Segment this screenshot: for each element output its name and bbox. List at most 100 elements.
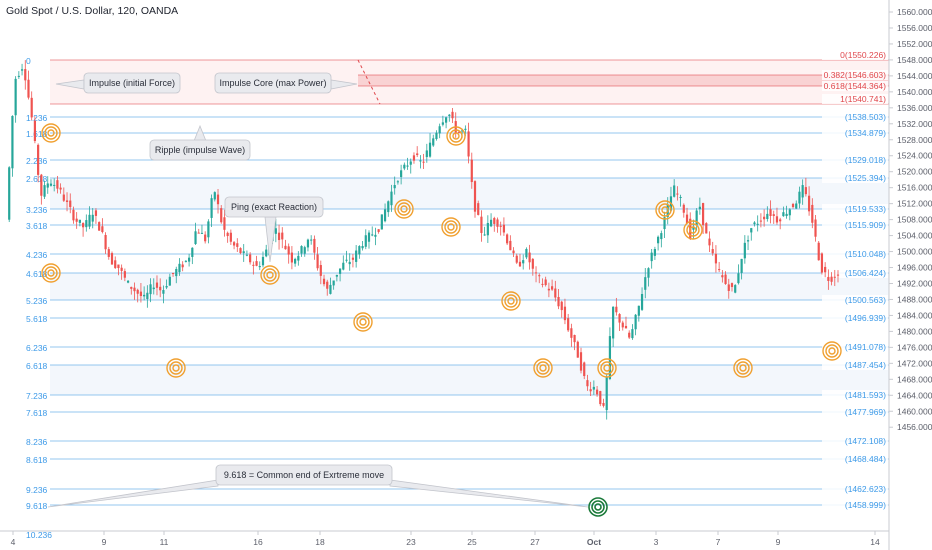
candle-body [181, 264, 184, 268]
candle-body [698, 206, 701, 210]
candle-body [313, 238, 316, 253]
candle-body [708, 238, 711, 246]
ripple-callout-box [149, 139, 251, 161]
candle-body [470, 159, 473, 183]
ping-ring [397, 202, 411, 216]
ping-ring [172, 364, 180, 372]
extreme-ring [591, 500, 605, 514]
candle-body [53, 184, 56, 186]
candle-body [322, 278, 326, 285]
candle-body [377, 229, 380, 232]
candle-body [502, 224, 506, 233]
ping-callout-text: Ping (exact Reaction) [231, 202, 317, 212]
candle-body [345, 259, 348, 261]
candle-body [72, 209, 75, 221]
candle-body [608, 336, 612, 379]
candle-body [33, 120, 37, 142]
candle-body [419, 160, 422, 162]
candle-body [171, 273, 175, 275]
candle-body [207, 221, 210, 238]
candle-body [277, 232, 281, 241]
candle-body [364, 235, 367, 247]
ping-ring [47, 269, 55, 277]
candle-body [210, 198, 213, 218]
candle-body [30, 97, 33, 118]
candle-body [294, 258, 297, 264]
candle-body [618, 314, 621, 323]
candle-body [804, 187, 807, 195]
candle-body [403, 164, 406, 169]
candle-body [576, 341, 579, 358]
candle-body [730, 283, 734, 287]
candle-body [499, 225, 502, 227]
candle-body [746, 240, 750, 242]
candle-body [801, 185, 804, 198]
candle-body [721, 275, 724, 278]
candle-body [534, 272, 538, 274]
candle-body [43, 185, 46, 197]
ping-ring [41, 263, 61, 283]
fib-label-bg [822, 249, 888, 259]
candle-body [409, 161, 412, 165]
fib-level-right-label: (1538.503) [845, 112, 886, 122]
candle-body [477, 203, 480, 215]
candle-body [338, 268, 342, 274]
fib-label-bg [822, 128, 888, 138]
extreme-ring [588, 497, 608, 517]
candle-body [650, 252, 653, 262]
candle-body [496, 219, 499, 227]
candle-body [223, 217, 226, 230]
candle-body [101, 226, 104, 233]
candle-body [701, 203, 705, 226]
fib-level-right-label: (1519.533) [845, 204, 886, 214]
ping-ring [41, 123, 61, 143]
fib-level-right-label: 0.382(1546.603) [824, 70, 887, 80]
candle-body [220, 208, 223, 223]
candle-body [245, 254, 249, 256]
candle-body [685, 214, 689, 224]
candle-body [249, 254, 252, 263]
candle-body [81, 223, 85, 228]
candle-body [461, 130, 464, 132]
candle-body [798, 191, 801, 204]
candle-body [506, 234, 509, 244]
ping-ring [400, 205, 408, 213]
candle-body [631, 329, 634, 339]
fib-label-bg [822, 484, 888, 494]
candle-body [422, 161, 425, 163]
candle-body [329, 284, 332, 294]
candle-body [20, 69, 24, 71]
price-tick-label: 1496.000 [897, 263, 932, 273]
candle-body [27, 79, 30, 98]
candle-body [833, 276, 836, 278]
fib-label-bg [822, 436, 888, 446]
candle-body [734, 285, 737, 293]
candle-body [175, 268, 178, 277]
fib-level-left-label: 1.236 [26, 113, 48, 123]
candle-body [560, 301, 563, 311]
candle-body [827, 276, 830, 281]
fib-label-bg [822, 155, 888, 165]
fib-level-left-label: 6.236 [26, 343, 48, 353]
candle-body [525, 248, 528, 258]
ping-ring [507, 297, 515, 305]
impulse-core-callout-text: Impulse Core (max Power) [219, 78, 326, 88]
candle-body [489, 219, 493, 227]
candle-body [232, 242, 236, 246]
price-tick-label: 1524.000 [897, 151, 932, 161]
candle-body [612, 306, 615, 339]
ping-ring [359, 318, 367, 326]
fib-level-left-label: 7.618 [26, 408, 48, 418]
fib-label-bg [822, 50, 888, 60]
candle-body [509, 240, 512, 251]
candle-body [114, 260, 117, 268]
candle-body [88, 214, 91, 227]
candle-body [46, 183, 49, 188]
price-tick-label: 1512.000 [897, 199, 932, 209]
candle-body [191, 247, 194, 257]
fib-level-right-label: (1472.108) [845, 436, 886, 446]
candle-body [763, 216, 766, 220]
ping-ring [47, 129, 55, 137]
fib-label-bg [822, 112, 888, 122]
